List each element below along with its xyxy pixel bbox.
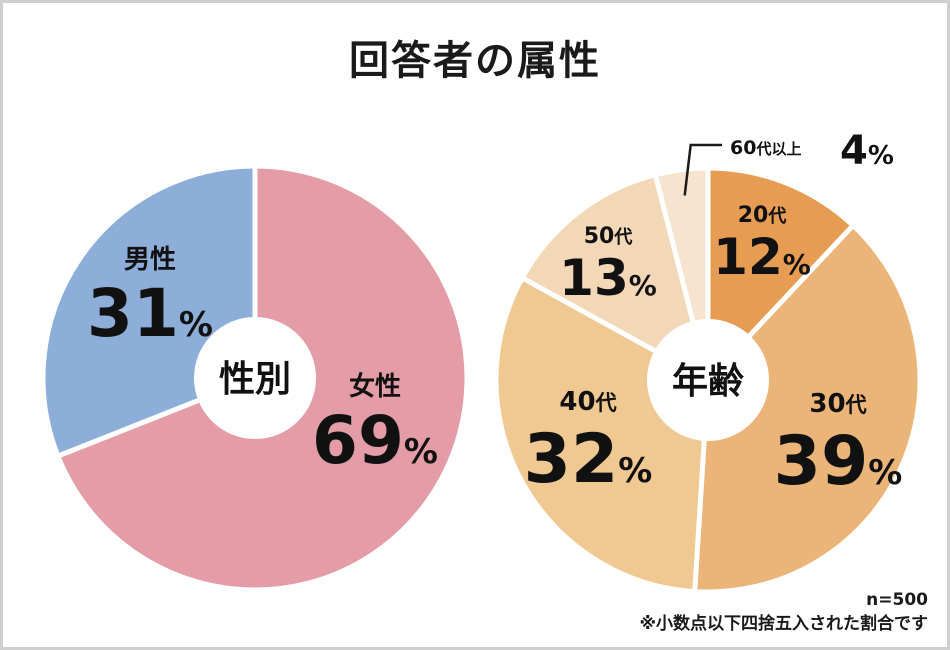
slice-value-label: 39% xyxy=(774,422,903,501)
pie-slice xyxy=(519,172,711,383)
slice-value-label: 12% xyxy=(713,228,811,286)
chart-title: 回答者の属性 xyxy=(349,38,601,84)
slice-name-label: 男性 xyxy=(124,245,176,275)
slice-value-label: 69% xyxy=(312,402,438,479)
chart-center-label: 性別 xyxy=(219,359,291,400)
center-hole xyxy=(647,319,769,441)
sample-size-note: n=500 xyxy=(866,590,928,610)
slice-name-label: 60代以上 xyxy=(730,137,801,159)
pie-slice xyxy=(692,222,923,595)
slice-name-label: 50代 xyxy=(584,224,633,249)
slice-value-label: 13% xyxy=(559,249,657,307)
slice-name-label: 女性 xyxy=(349,371,401,402)
center-hole xyxy=(194,317,316,439)
leader-line xyxy=(683,143,722,196)
footnotes: n=500 ※小数点以下四捨五入された割合です xyxy=(639,588,928,636)
rounding-note: ※小数点以下四捨五入された割合です xyxy=(639,614,928,634)
chart-center-label: 年齢 xyxy=(672,361,744,402)
pie-slice xyxy=(705,165,856,383)
slice-name-label: 20代 xyxy=(738,203,787,228)
slice-value-label: 4% xyxy=(840,128,894,174)
slice-value-label: 31% xyxy=(87,275,213,352)
slice-name-label: 40代 xyxy=(559,387,616,417)
slice-value-label: 32% xyxy=(524,420,653,499)
slice-name-label: 30代 xyxy=(809,389,866,419)
